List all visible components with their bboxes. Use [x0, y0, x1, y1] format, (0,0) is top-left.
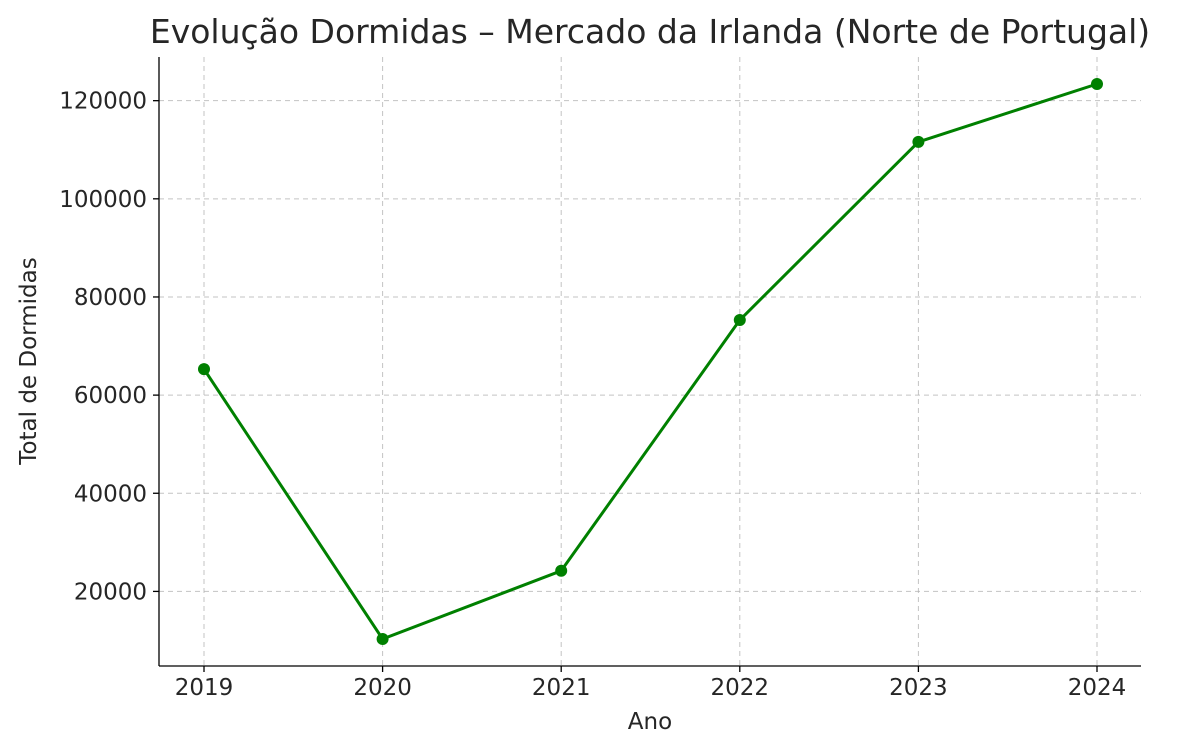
y-tick-label: 60000 [74, 383, 147, 409]
y-tick-label: 80000 [74, 285, 147, 311]
x-tick-label: 2019 [175, 675, 234, 701]
data-point-2019 [198, 363, 210, 376]
x-ticks: 2019 2020 2021 2022 2023 2024 [175, 666, 1127, 701]
data-point-2024 [1091, 77, 1103, 90]
x-tick-label: 2024 [1068, 675, 1127, 701]
y-tick-label: 120000 [59, 89, 147, 115]
series [198, 77, 1103, 646]
data-point-2022 [733, 314, 746, 327]
data-point-2020 [376, 633, 389, 646]
x-tick-label: 2021 [532, 675, 591, 701]
y-tick-label: 40000 [74, 481, 147, 507]
x-tick-label: 2020 [353, 675, 412, 701]
y-tick-label: 20000 [74, 579, 147, 605]
x-tick-label: 2023 [889, 675, 948, 701]
data-point-2023 [912, 135, 925, 148]
y-axis-label: Total de Dormidas [16, 257, 42, 465]
grid [159, 57, 1141, 666]
axes [158, 57, 1141, 667]
series-line [202, 82, 1098, 641]
chart-title: Evolução Dormidas – Mercado da Irlanda (… [150, 12, 1150, 51]
x-tick-label: 2022 [711, 675, 770, 701]
y-tick-label: 100000 [59, 187, 147, 213]
y-ticks: 20000 40000 60000 80000 100000 120000 [59, 89, 159, 605]
data-point-2021 [555, 564, 568, 577]
x-axis-label: Ano [628, 709, 672, 735]
